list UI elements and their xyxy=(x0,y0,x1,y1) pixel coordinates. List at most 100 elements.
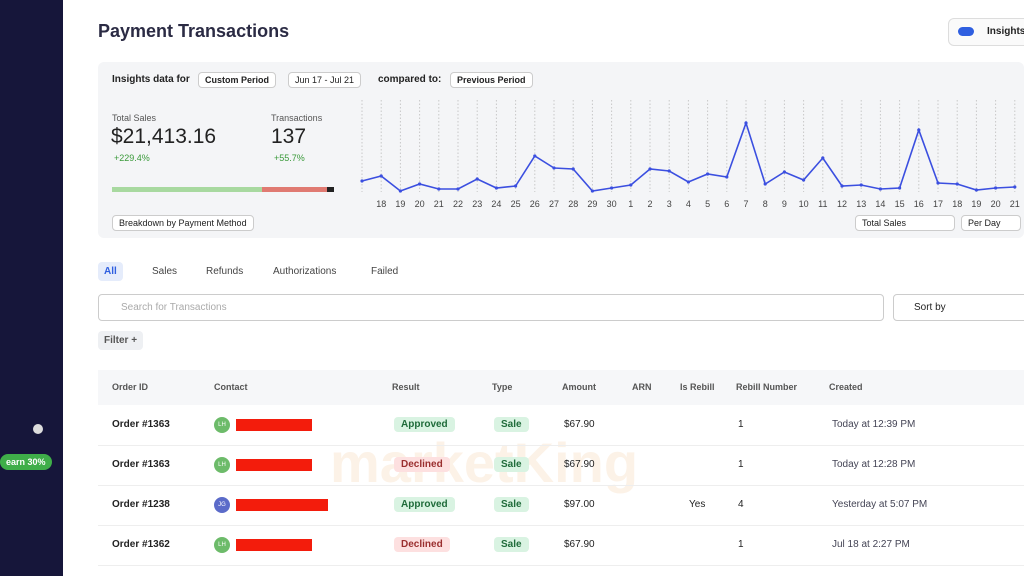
avatar: LH xyxy=(214,417,230,433)
point xyxy=(936,181,940,185)
rebill-number: 1 xyxy=(738,539,744,550)
created: Today at 12:39 PM xyxy=(832,419,916,430)
insights-toggle[interactable]: Insights xyxy=(948,18,1024,46)
row-divider xyxy=(98,485,1024,486)
column-header: Type xyxy=(492,382,513,392)
point xyxy=(437,187,441,191)
progress-green xyxy=(112,187,262,192)
x-tick-label: 20 xyxy=(991,199,1001,209)
type: Sale xyxy=(494,457,529,472)
point xyxy=(360,179,364,183)
tab[interactable]: Authorizations xyxy=(273,266,337,277)
row-divider xyxy=(98,525,1024,526)
point xyxy=(744,121,748,125)
x-tick-label: 26 xyxy=(530,199,540,209)
type: Sale xyxy=(494,537,529,552)
redacted xyxy=(236,539,312,551)
point xyxy=(533,154,537,158)
rebill-number: 4 xyxy=(738,499,744,510)
point xyxy=(821,156,825,160)
filter-button[interactable]: Filter + xyxy=(98,331,144,350)
interval-dropdown[interactable]: Per Day xyxy=(961,215,1021,231)
point xyxy=(782,170,786,174)
tab[interactable]: Failed xyxy=(371,266,399,277)
stat-label: Transactions xyxy=(271,113,323,123)
metric-dropdown[interactable]: Total Sales xyxy=(855,215,955,231)
created: Today at 12:28 PM xyxy=(832,459,916,470)
stat-value: 137 xyxy=(271,125,307,148)
column-header: Result xyxy=(392,382,420,392)
x-tick-label: 14 xyxy=(875,199,885,209)
x-tick-label: 22 xyxy=(453,199,463,209)
promo[interactable]: earn 30% xyxy=(0,454,52,470)
x-tick-label: 27 xyxy=(549,199,559,209)
x-tick-label: 25 xyxy=(511,199,521,209)
x-tick-label: 2 xyxy=(647,199,652,209)
amount: $67.90 xyxy=(564,419,595,430)
compare-dropdown[interactable]: Previous Period xyxy=(450,72,533,88)
stat-label: Total Sales xyxy=(112,113,157,123)
add-icon[interactable] xyxy=(33,424,43,434)
x-tick-label: 16 xyxy=(914,199,924,209)
x-tick-label: 20 xyxy=(415,199,425,209)
x-tick-label: 19 xyxy=(971,199,981,209)
point xyxy=(629,183,633,187)
row-divider xyxy=(98,445,1024,446)
compared-label: compared to: xyxy=(378,74,442,85)
point xyxy=(686,180,690,184)
result: Approved xyxy=(394,497,455,512)
x-tick-label: 30 xyxy=(607,199,617,209)
column-header: ARN xyxy=(632,382,652,392)
stat-change: +55.7% xyxy=(274,153,305,163)
column-header: Order ID xyxy=(112,382,149,392)
point xyxy=(571,167,575,171)
sort-box[interactable]: Sort by xyxy=(893,294,1024,321)
x-tick-label: 15 xyxy=(895,199,905,209)
tab[interactable]: All xyxy=(98,262,123,281)
amount: $67.90 xyxy=(564,459,595,470)
date-picker[interactable]: Jun 17 - Jul 21 xyxy=(288,72,362,88)
point xyxy=(398,189,402,193)
tab[interactable]: Refunds xyxy=(206,266,244,277)
x-tick-label: 3 xyxy=(667,199,672,209)
title: Payment Transactions xyxy=(98,21,290,41)
point xyxy=(974,188,979,192)
x-tick-label: 24 xyxy=(491,199,501,209)
point xyxy=(1013,185,1017,189)
x-tick-label: 5 xyxy=(705,199,710,209)
result: Declined xyxy=(394,457,450,472)
toggle-label: Insights xyxy=(987,26,1024,37)
redacted xyxy=(236,459,312,471)
amount: $67.90 xyxy=(564,539,595,550)
x-tick-label: 29 xyxy=(587,199,597,209)
x-tick-label: 12 xyxy=(837,199,847,209)
rebill-number: 1 xyxy=(738,459,744,470)
breakdown-dropdown[interactable]: Breakdown by Payment Method xyxy=(112,215,254,231)
rebill-number: 1 xyxy=(738,419,744,430)
watermark: marketKing xyxy=(330,431,639,494)
x-tick-label: 18 xyxy=(376,199,386,209)
tab[interactable]: Sales xyxy=(152,266,178,277)
stat-change: +229.4% xyxy=(114,153,150,163)
sidebar: earn 30% xyxy=(0,0,63,576)
period-dropdown[interactable]: Custom Period xyxy=(198,72,277,88)
point xyxy=(802,178,806,182)
x-tick-label: 6 xyxy=(724,199,729,209)
point xyxy=(379,174,383,178)
x-tick-label: 17 xyxy=(933,199,943,209)
sparkline: 18 19 20 21 22 23 24 25 26 27 28 29 30 1 2 3 4 5 6 7 8 9 10 11 1… xyxy=(360,100,1020,209)
x-tick-label: 7 xyxy=(743,199,748,209)
x-tick-label: 28 xyxy=(568,199,578,209)
redacted xyxy=(236,419,312,431)
point xyxy=(494,186,498,190)
amount: $97.00 xyxy=(564,499,595,510)
search-box[interactable]: Search for Transactions xyxy=(98,294,884,321)
x-tick-label: 4 xyxy=(686,199,691,209)
point xyxy=(667,169,671,173)
point xyxy=(706,172,710,176)
x-tick-label: 21 xyxy=(434,199,444,209)
created: Jul 18 at 2:27 PM xyxy=(832,539,910,550)
column-header: Amount xyxy=(562,382,596,392)
insights-panel xyxy=(98,62,1024,238)
x-tick-label: 1 xyxy=(628,199,633,209)
